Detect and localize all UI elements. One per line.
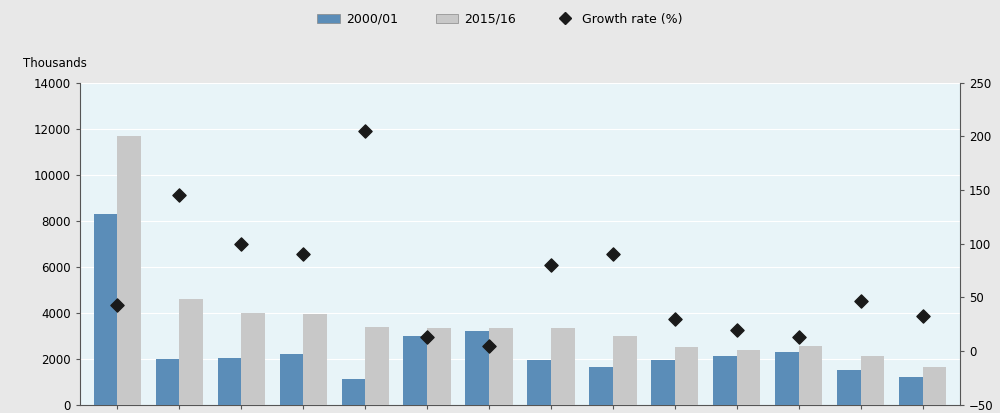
- Bar: [489, 328, 513, 405]
- Bar: [713, 356, 737, 405]
- Legend: 2000/01, 2015/16, Growth rate (%): 2000/01, 2015/16, Growth rate (%): [311, 6, 689, 32]
- Point: [915, 312, 931, 319]
- Text: Thousands: Thousands: [23, 57, 87, 70]
- Bar: [923, 367, 946, 405]
- Bar: [899, 377, 923, 405]
- Bar: [551, 328, 575, 405]
- Point: [543, 262, 559, 268]
- Point: [791, 334, 807, 340]
- Bar: [651, 360, 675, 405]
- Point: [419, 334, 435, 340]
- Bar: [775, 352, 799, 405]
- Point: [729, 326, 745, 333]
- Bar: [156, 359, 179, 405]
- Bar: [589, 367, 613, 405]
- Bar: [342, 380, 365, 405]
- Bar: [303, 314, 327, 405]
- Bar: [280, 354, 303, 405]
- Point: [295, 251, 311, 258]
- Point: [233, 240, 249, 247]
- Bar: [179, 299, 203, 405]
- Point: [667, 316, 683, 322]
- Bar: [861, 356, 884, 405]
- Bar: [737, 349, 760, 405]
- Bar: [427, 328, 451, 405]
- Bar: [675, 347, 698, 405]
- Bar: [403, 336, 427, 405]
- Point: [853, 297, 869, 304]
- Point: [605, 251, 621, 258]
- Bar: [465, 331, 489, 405]
- Point: [171, 192, 187, 199]
- Point: [357, 128, 373, 134]
- Bar: [241, 313, 265, 405]
- Bar: [799, 346, 822, 405]
- Point: [481, 342, 497, 349]
- Bar: [365, 327, 389, 405]
- Point: [109, 301, 125, 308]
- Bar: [527, 360, 551, 405]
- Bar: [117, 135, 141, 405]
- Bar: [94, 214, 117, 405]
- Bar: [613, 336, 637, 405]
- Bar: [837, 370, 861, 405]
- Bar: [218, 358, 241, 405]
